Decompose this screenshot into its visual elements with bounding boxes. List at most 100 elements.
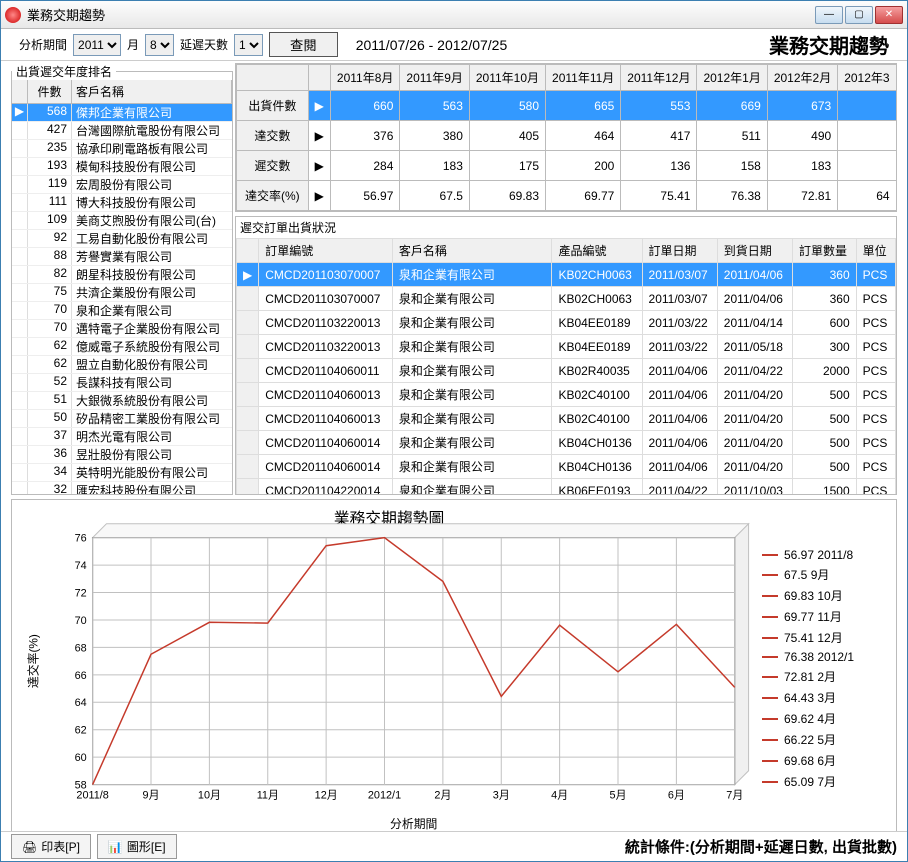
titlebar: 業務交期趨勢 — ▢ ✕ <box>1 1 907 29</box>
condition-text: 統計條件:(分析期間+延遲日數, 出貨批數) <box>625 836 897 857</box>
order-row[interactable]: CMCD201103220013泉和企業有限公司KB04EE01892011/0… <box>237 335 896 359</box>
rank-row[interactable]: 32匯宏科技股份有限公司 <box>12 482 232 494</box>
svg-text:62: 62 <box>75 725 87 737</box>
order-row[interactable]: CMCD201104060013泉和企業有限公司KB02C401002011/0… <box>237 407 896 431</box>
rank-header: 件數 客戶名稱 <box>12 80 232 104</box>
print-button[interactable]: 🖨印表[P] <box>11 834 91 859</box>
order-row[interactable]: CMCD201104060014泉和企業有限公司KB04CH01362011/0… <box>237 455 896 479</box>
rank-row[interactable]: 70泉和企業有限公司 <box>12 302 232 320</box>
minimize-button[interactable]: — <box>815 6 843 24</box>
date-range: 2011/07/26 - 2012/07/25 <box>356 37 508 53</box>
rank-grid[interactable]: ▶568傑邦企業有限公司427台灣國際航電股份有限公司235協承印刷電路板有限公… <box>12 104 232 494</box>
app-window: 業務交期趨勢 — ▢ ✕ 分析期間 2011 月 8 延遲天數 1 查閱 201… <box>0 0 908 862</box>
printer-icon: 🖨 <box>22 840 37 854</box>
legend-item: 72.81 2月 <box>762 668 892 685</box>
svg-text:2011/8: 2011/8 <box>76 789 108 801</box>
legend-item: 65.09 7月 <box>762 773 892 790</box>
legend-item: 69.68 6月 <box>762 752 892 769</box>
close-button[interactable]: ✕ <box>875 6 903 24</box>
legend-item: 69.77 11月 <box>762 608 892 625</box>
svg-text:64: 64 <box>75 697 87 709</box>
orders-grid[interactable]: 訂單編號客戶名稱產品編號訂單日期到貨日期訂單數量單位▶CMCD201103070… <box>236 238 896 494</box>
rank-row[interactable]: 62盟立自動化股份有限公司 <box>12 356 232 374</box>
svg-text:70: 70 <box>75 615 87 627</box>
year-select[interactable]: 2011 <box>73 34 121 56</box>
trend-chart: 業務交期趨勢圖586062646668707274762011/89月10月11… <box>16 508 762 831</box>
rank-row[interactable]: 119宏周股份有限公司 <box>12 176 232 194</box>
svg-text:68: 68 <box>75 642 87 654</box>
rank-row[interactable]: 70邁特電子企業股份有限公司 <box>12 320 232 338</box>
svg-text:9月: 9月 <box>143 789 160 801</box>
rank-row[interactable]: 82朗星科技股份有限公司 <box>12 266 232 284</box>
rank-row[interactable]: 36昱壯股份有限公司 <box>12 446 232 464</box>
legend-item: 67.5 9月 <box>762 566 892 583</box>
svg-text:達交率(%): 達交率(%) <box>26 634 40 688</box>
rank-title: 出貨遲交年度排名 <box>12 63 116 80</box>
chart-button[interactable]: 📊圖形[E] <box>97 834 177 859</box>
rank-row[interactable]: 193模甸科技股份有限公司 <box>12 158 232 176</box>
delay-select[interactable]: 1 <box>234 34 263 56</box>
legend-item: 69.62 4月 <box>762 710 892 727</box>
svg-text:7月: 7月 <box>726 789 743 801</box>
label-period: 分析期間 <box>19 36 67 53</box>
svg-text:5月: 5月 <box>610 789 627 801</box>
summary-row[interactable]: 遲交數▶284183175200136158183 <box>237 151 897 181</box>
chart-icon: 📊 <box>108 840 123 854</box>
rank-row[interactable]: 427台灣國際航電股份有限公司 <box>12 122 232 140</box>
svg-text:2012/1: 2012/1 <box>368 789 401 801</box>
summary-row[interactable]: 達交數▶376380405464417511490 <box>237 121 897 151</box>
orders-title: 遲交訂單出貨狀況 <box>236 217 896 238</box>
rank-row[interactable]: 75共濟企業股份有限公司 <box>12 284 232 302</box>
rank-col-count: 件數 <box>28 80 72 103</box>
maximize-button[interactable]: ▢ <box>845 6 873 24</box>
window-title: 業務交期趨勢 <box>27 5 815 24</box>
legend-item: 75.41 12月 <box>762 629 892 646</box>
svg-text:2月: 2月 <box>434 789 451 801</box>
rank-row[interactable]: ▶568傑邦企業有限公司 <box>12 104 232 122</box>
svg-text:72: 72 <box>75 587 87 599</box>
rank-row[interactable]: 62億威電子系統股份有限公司 <box>12 338 232 356</box>
svg-text:12月: 12月 <box>315 789 338 801</box>
rank-row[interactable]: 51大銀微系統股份有限公司 <box>12 392 232 410</box>
rank-row[interactable]: 34英特明光能股份有限公司 <box>12 464 232 482</box>
footer: 🖨印表[P] 📊圖形[E] 統計條件:(分析期間+延遲日數, 出貨批數) <box>1 831 907 861</box>
order-row[interactable]: CMCD201104060011泉和企業有限公司KB02R400352011/0… <box>237 359 896 383</box>
order-row[interactable]: CMCD201103070007泉和企業有限公司KB02CH00632011/0… <box>237 287 896 311</box>
label-month: 月 <box>127 36 139 53</box>
order-row[interactable]: ▶CMCD201103070007泉和企業有限公司KB02CH00632011/… <box>237 263 896 287</box>
legend-item: 56.97 2011/8 <box>762 548 892 562</box>
svg-text:3月: 3月 <box>493 789 510 801</box>
rank-row[interactable]: 235協承印刷電路板有限公司 <box>12 140 232 158</box>
order-row[interactable]: CMCD201103220013泉和企業有限公司KB04EE01892011/0… <box>237 311 896 335</box>
rank-row[interactable]: 52長謀科技有限公司 <box>12 374 232 392</box>
rank-row[interactable]: 111博大科技股份有限公司 <box>12 194 232 212</box>
rank-row[interactable]: 88芳譽實業有限公司 <box>12 248 232 266</box>
svg-text:4月: 4月 <box>551 789 568 801</box>
title-big: 業務交期趨勢 <box>769 30 889 59</box>
rank-panel: 出貨遲交年度排名 件數 客戶名稱 ▶568傑邦企業有限公司427台灣國際航電股份… <box>11 63 233 495</box>
svg-text:60: 60 <box>75 752 87 764</box>
rank-col-name: 客戶名稱 <box>72 80 232 103</box>
svg-text:10月: 10月 <box>198 789 221 801</box>
svg-text:76: 76 <box>75 533 87 545</box>
svg-text:11月: 11月 <box>257 789 279 801</box>
rank-row[interactable]: 50矽品精密工業股份有限公司 <box>12 410 232 428</box>
chart-panel: 業務交期趨勢圖586062646668707274762011/89月10月11… <box>11 499 897 831</box>
legend-item: 66.22 5月 <box>762 731 892 748</box>
rank-row[interactable]: 92工易自動化股份有限公司 <box>12 230 232 248</box>
rank-row[interactable]: 109美商艾煦股份有限公司(台) <box>12 212 232 230</box>
svg-text:74: 74 <box>75 560 87 572</box>
order-row[interactable]: CMCD201104060014泉和企業有限公司KB04CH01362011/0… <box>237 431 896 455</box>
order-row[interactable]: CMCD201104220014泉和企業有限公司KB06EE01932011/0… <box>237 479 896 495</box>
query-button[interactable]: 查閱 <box>269 32 338 57</box>
toolbar: 分析期間 2011 月 8 延遲天數 1 查閱 2011/07/26 - 201… <box>1 29 907 61</box>
svg-text:66: 66 <box>75 670 87 682</box>
month-select[interactable]: 8 <box>145 34 174 56</box>
summary-row[interactable]: 達交率(%)▶56.9767.569.8369.7775.4176.3872.8… <box>237 181 897 211</box>
order-row[interactable]: CMCD201104060013泉和企業有限公司KB02C401002011/0… <box>237 383 896 407</box>
summary-row[interactable]: 出貨件數▶660563580665553669673 <box>237 91 897 121</box>
legend-item: 76.38 2012/1 <box>762 650 892 664</box>
chart-legend: 56.97 2011/8 67.5 9月 69.83 10月 69.77 11月 75.… <box>762 508 892 831</box>
rank-row[interactable]: 37明杰光電有限公司 <box>12 428 232 446</box>
legend-item: 69.83 10月 <box>762 587 892 604</box>
